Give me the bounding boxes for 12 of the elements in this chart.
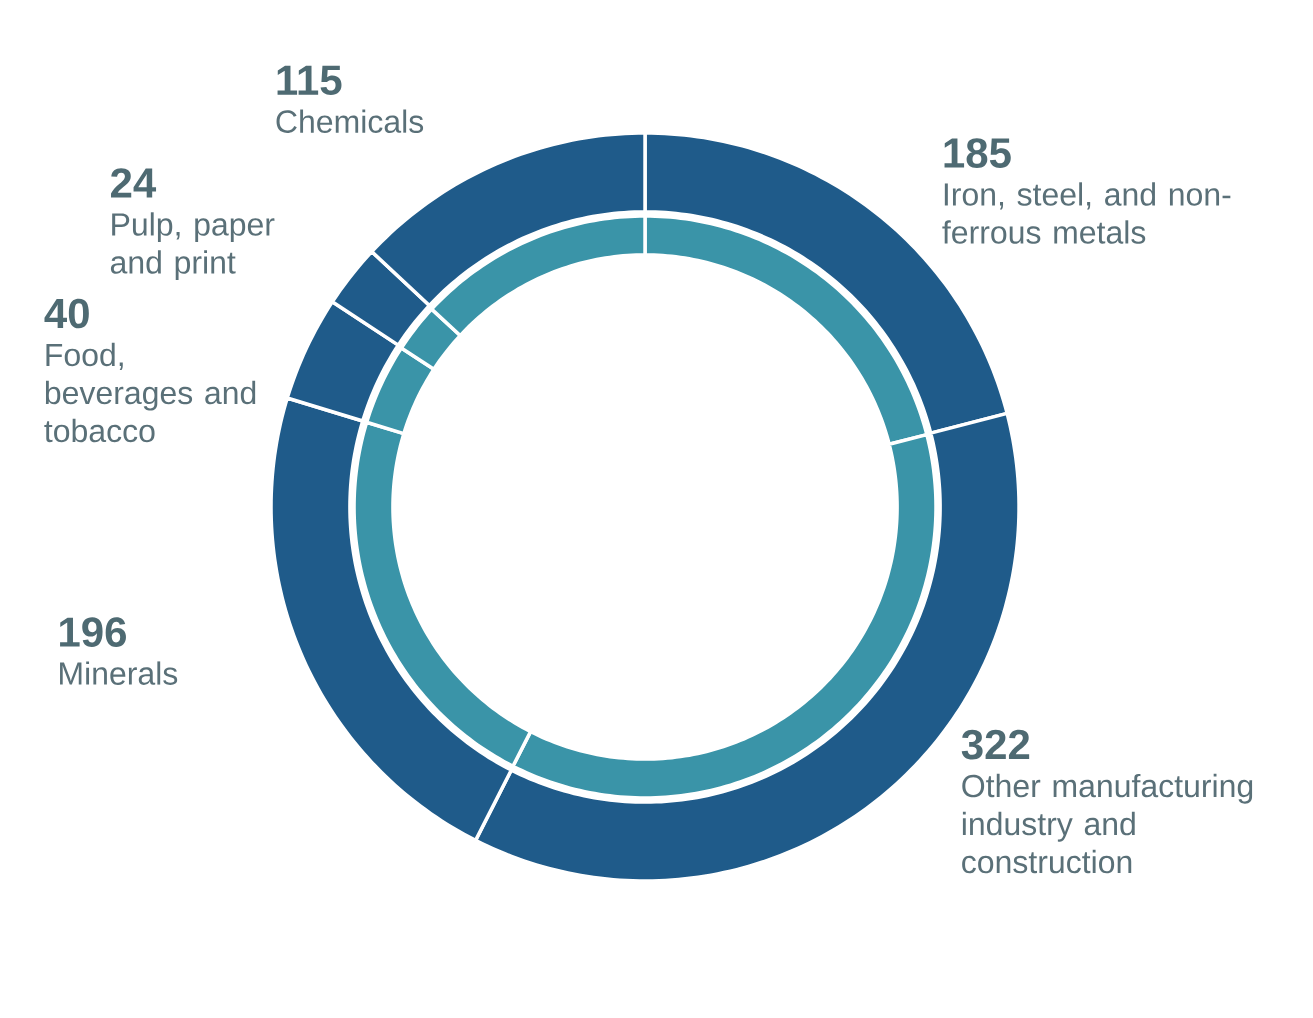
slice-label: Pulp, paper and print xyxy=(110,212,275,281)
slice-label: Other manufacturing industry and construction xyxy=(962,773,1253,874)
data-label: 115 xyxy=(277,65,342,96)
data-label: 40 xyxy=(44,298,89,329)
slice-label: Iron, steel, and non-ferrous metals xyxy=(942,182,1231,244)
data-label: 185 xyxy=(944,138,1011,168)
slice-label: Minerals xyxy=(60,661,178,685)
data-label: 24 xyxy=(111,168,157,198)
data-label: 322 xyxy=(961,729,1030,760)
data-label: 196 xyxy=(60,617,126,647)
slice-label: Chemicals xyxy=(276,109,424,133)
slice-label: Food, beverages and tobacco xyxy=(44,342,256,443)
